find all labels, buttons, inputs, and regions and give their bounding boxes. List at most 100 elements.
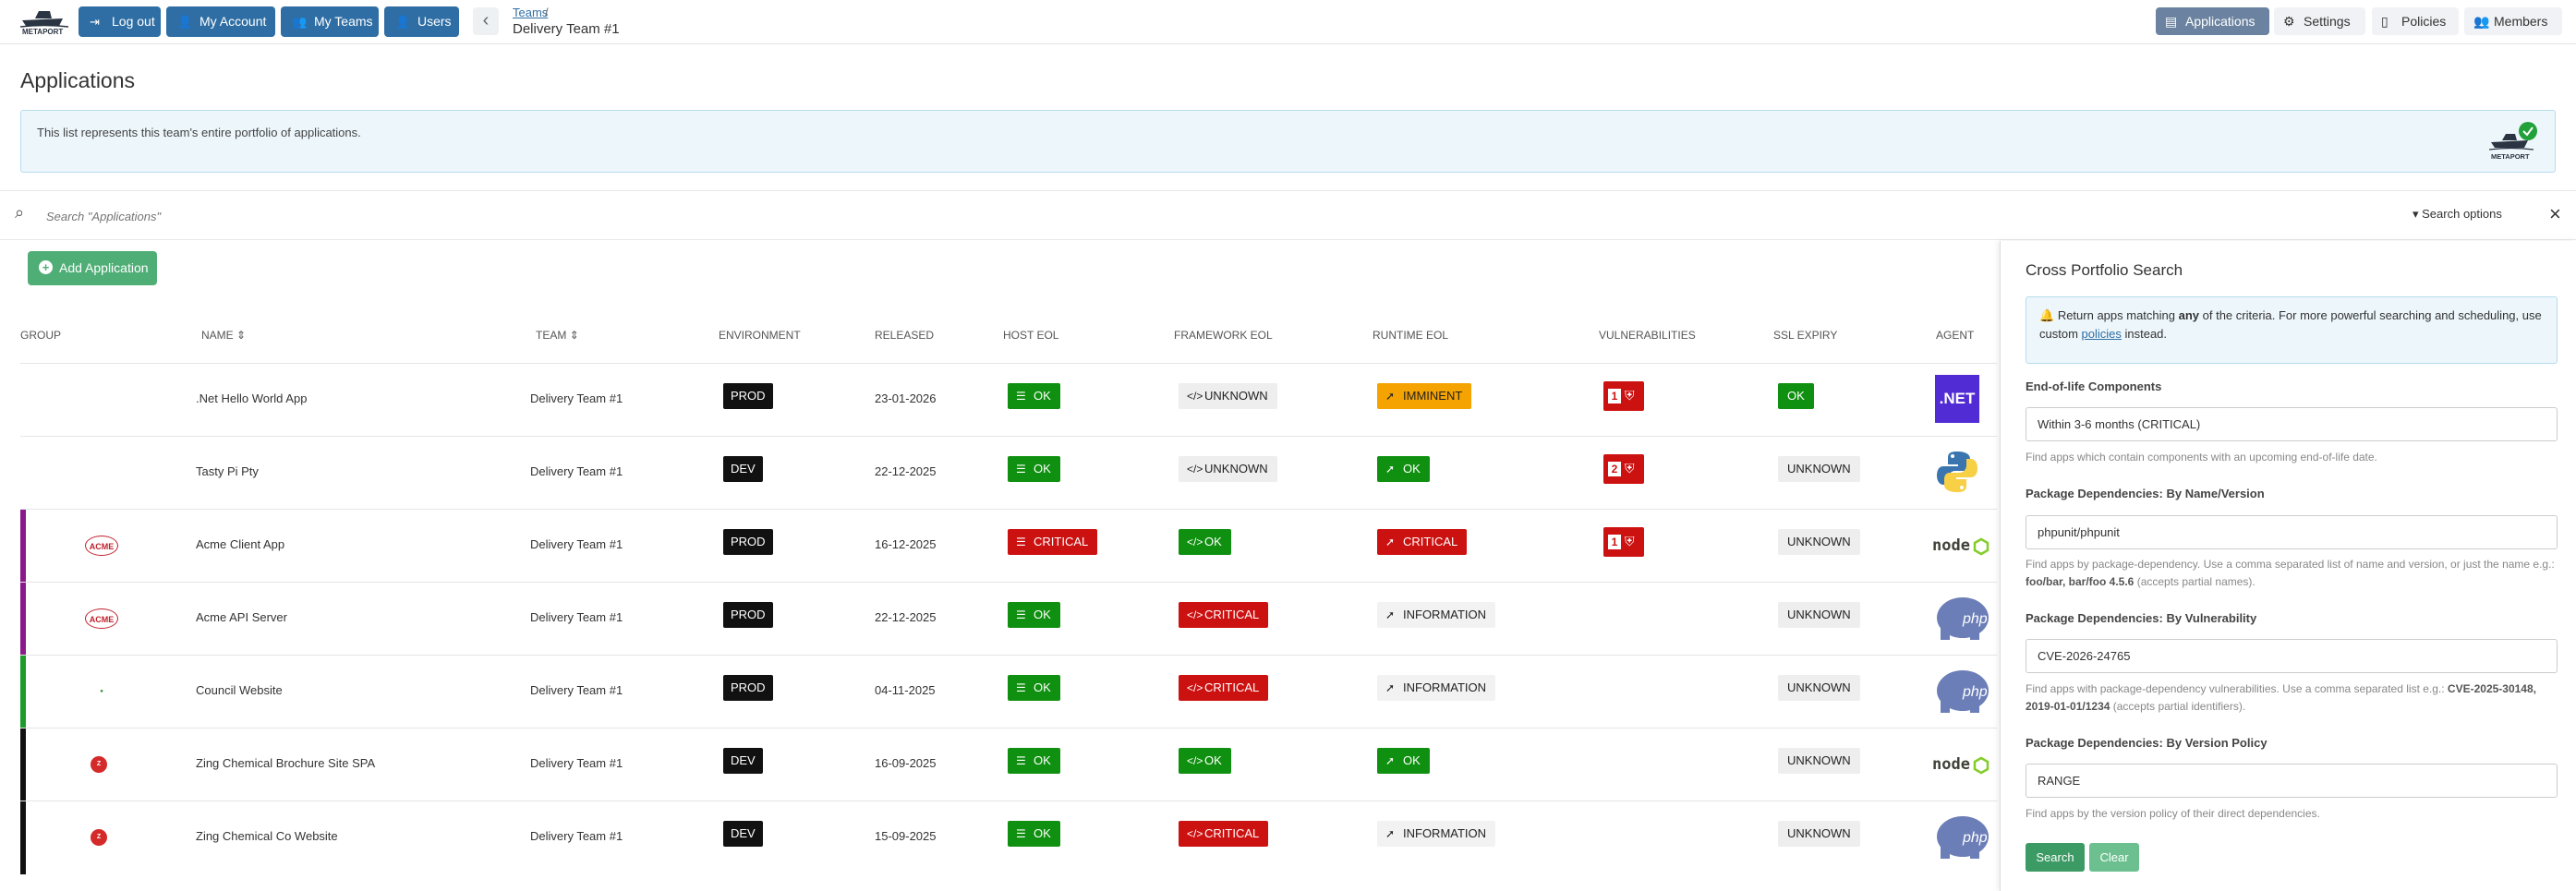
svg-text:php: php [1962,684,1988,700]
col-header-team[interactable]: TEAM ⇕ [536,329,579,342]
users-button[interactable]: 👤 Users [384,6,459,37]
app-name[interactable]: Acme Client App [196,537,285,551]
vulnerability-count: 1 [1608,535,1621,549]
app-name[interactable]: Tasty Pi Pty [196,464,259,478]
app-name[interactable]: .Net Hello World App [196,391,308,405]
runtime-eol-badge: ➚ CRITICAL [1377,529,1468,555]
table-row[interactable]: ACME Acme Client App Delivery Team #1 PR… [20,509,1997,583]
col-header-host-eol: HOST EOL [1003,329,1059,342]
released-date: 22-12-2025 [875,464,937,478]
tab-applications[interactable]: ▤ Applications [2156,7,2269,35]
framework-eol-badge: </> CRITICAL [1179,821,1269,847]
group-color-bar [20,583,26,656]
host-eol-badge: ☰ OK [1008,383,1060,409]
logout-button[interactable]: ⇥ Log out [79,6,161,37]
eol-components-label: End-of-life Components [2026,379,2162,393]
add-application-button[interactable]: + Add Application [28,251,157,285]
runtime-eol-label: CRITICAL [1403,535,1458,548]
tab-members[interactable]: 👥 Members [2464,7,2562,35]
released-date: 16-09-2025 [875,756,937,770]
env-badge: PROD [723,675,773,701]
col-header-agent: AGENT [1936,329,1975,342]
runtime-eol-badge: ➚ INFORMATION [1377,675,1496,701]
vulnerability-badge[interactable]: 2 ⛨ [1603,454,1644,484]
svg-text:node: node [1932,536,1970,555]
search-button[interactable]: Search [2026,843,2085,872]
runtime-eol-label: INFORMATION [1403,608,1487,621]
document-icon: ▯ [2381,14,2389,29]
close-icon[interactable]: × [2549,202,2561,225]
app-team: Delivery Team #1 [530,756,623,770]
logout-label: Log out [112,14,155,29]
runtime-eol-label: OK [1403,462,1421,476]
host-eol-label: OK [1034,753,1051,767]
table-row[interactable]: Tasty Pi Pty Delivery Team #1 DEV 22-12-… [20,436,1997,509]
col-header-runtime-eol: RUNTIME EOL [1373,329,1449,342]
ssl-expiry-badge: UNKNOWN [1778,602,1860,628]
eol-components-select[interactable]: Within 3-6 months (CRITICAL) [2026,407,2558,441]
app-name[interactable]: Council Website [196,683,283,697]
search-options-toggle[interactable]: ▾ Search options [2413,207,2502,221]
bell-icon: 🔔 [2039,308,2055,322]
app-name[interactable]: Acme API Server [196,610,287,624]
zing-group-logo: Z [91,829,107,846]
server-icon: ☰ [1016,536,1026,548]
svg-text:METAPORT: METAPORT [22,28,63,35]
framework-eol-badge: </> OK [1179,529,1231,555]
tab-policies-label: Policies [2401,14,2447,29]
dep-policy-input[interactable]: RANGE [2026,764,2558,798]
server-icon: ☰ [1016,463,1026,476]
clear-button[interactable]: Clear [2089,843,2139,872]
dep-vuln-label: Package Dependencies: By Vulnerability [2026,611,2257,625]
php-elephant-agent-icon: php [1937,670,1989,713]
app-name[interactable]: Zing Chemical Co Website [196,829,338,843]
breadcrumb-teams-link[interactable]: Teams [513,6,549,19]
framework-eol-badge: </> OK [1179,748,1231,774]
acme-group-logo: ACME [85,608,118,629]
info-alert: This list represents this team's entire … [20,110,2556,173]
applications-icon: ▤ [2165,14,2178,29]
runtime-eol-label: INFORMATION [1403,680,1487,694]
user-gear-icon: 👤 [177,15,193,29]
app-team: Delivery Team #1 [530,829,623,843]
metaport-logo[interactable]: METAPORT [18,7,70,35]
app-name[interactable]: Zing Chemical Brochure Site SPA [196,756,376,770]
rocket-icon: ➚ [1385,463,1396,476]
svg-text:php: php [1962,830,1988,846]
table-row[interactable]: .Net Hello World App Delivery Team #1 PR… [20,363,1997,436]
framework-eol-label: CRITICAL [1204,608,1260,621]
collapse-chevron-left-icon[interactable]: ‹ [473,7,499,35]
released-date: 16-12-2025 [875,537,937,551]
host-eol-badge: ☰ OK [1008,821,1060,847]
framework-eol-label: UNKNOWN [1204,389,1268,403]
tab-settings[interactable]: ⚙ Settings [2274,7,2365,35]
app-team: Delivery Team #1 [530,683,623,697]
dep-vuln-input[interactable]: CVE-2026-24765 [2026,639,2558,673]
col-header-name[interactable]: NAME ⇕ [201,329,246,342]
col-header-group: GROUP [20,329,62,342]
add-application-label: Add Application [59,260,149,275]
svg-text:node: node [1932,755,1970,774]
dep-name-help-1: Find apps by package-dependency. Use a c… [2026,558,2555,571]
dep-name-help-example: foo/bar, bar/foo 4.5.6 [2026,575,2135,588]
table-row[interactable]: Z Zing Chemical Brochure Site SPA Delive… [20,728,1997,801]
rocket-icon: ➚ [1385,754,1396,767]
table-row[interactable]: ● Council Website Delivery Team #1 PROD … [20,655,1997,728]
host-eol-label: OK [1034,389,1051,403]
ssl-expiry-badge: UNKNOWN [1778,529,1860,555]
framework-eol-label: CRITICAL [1204,826,1260,840]
table-row[interactable]: ACME Acme API Server Delivery Team #1 PR… [20,582,1997,656]
vulnerability-badge[interactable]: 1 ⛨ [1603,381,1644,411]
released-date: 22-12-2025 [875,610,937,624]
policies-link[interactable]: policies [2081,327,2122,341]
table-row[interactable]: Z Zing Chemical Co Website Delivery Team… [20,801,1997,874]
my-account-button[interactable]: 👤 My Account [166,6,275,37]
dep-name-input[interactable]: phpunit/phpunit [2026,515,2558,549]
alert-text-mid: of the criteria. For more powerful searc… [2039,308,2542,341]
runtime-eol-badge: ➚ OK [1377,456,1430,482]
search-input[interactable] [46,204,1893,228]
my-teams-button[interactable]: 👥 My Teams [281,6,379,37]
tab-policies[interactable]: ▯ Policies [2372,7,2459,35]
vulnerability-badge[interactable]: 1 ⛨ [1603,527,1644,557]
host-eol-badge: ☰ CRITICAL [1008,529,1098,555]
